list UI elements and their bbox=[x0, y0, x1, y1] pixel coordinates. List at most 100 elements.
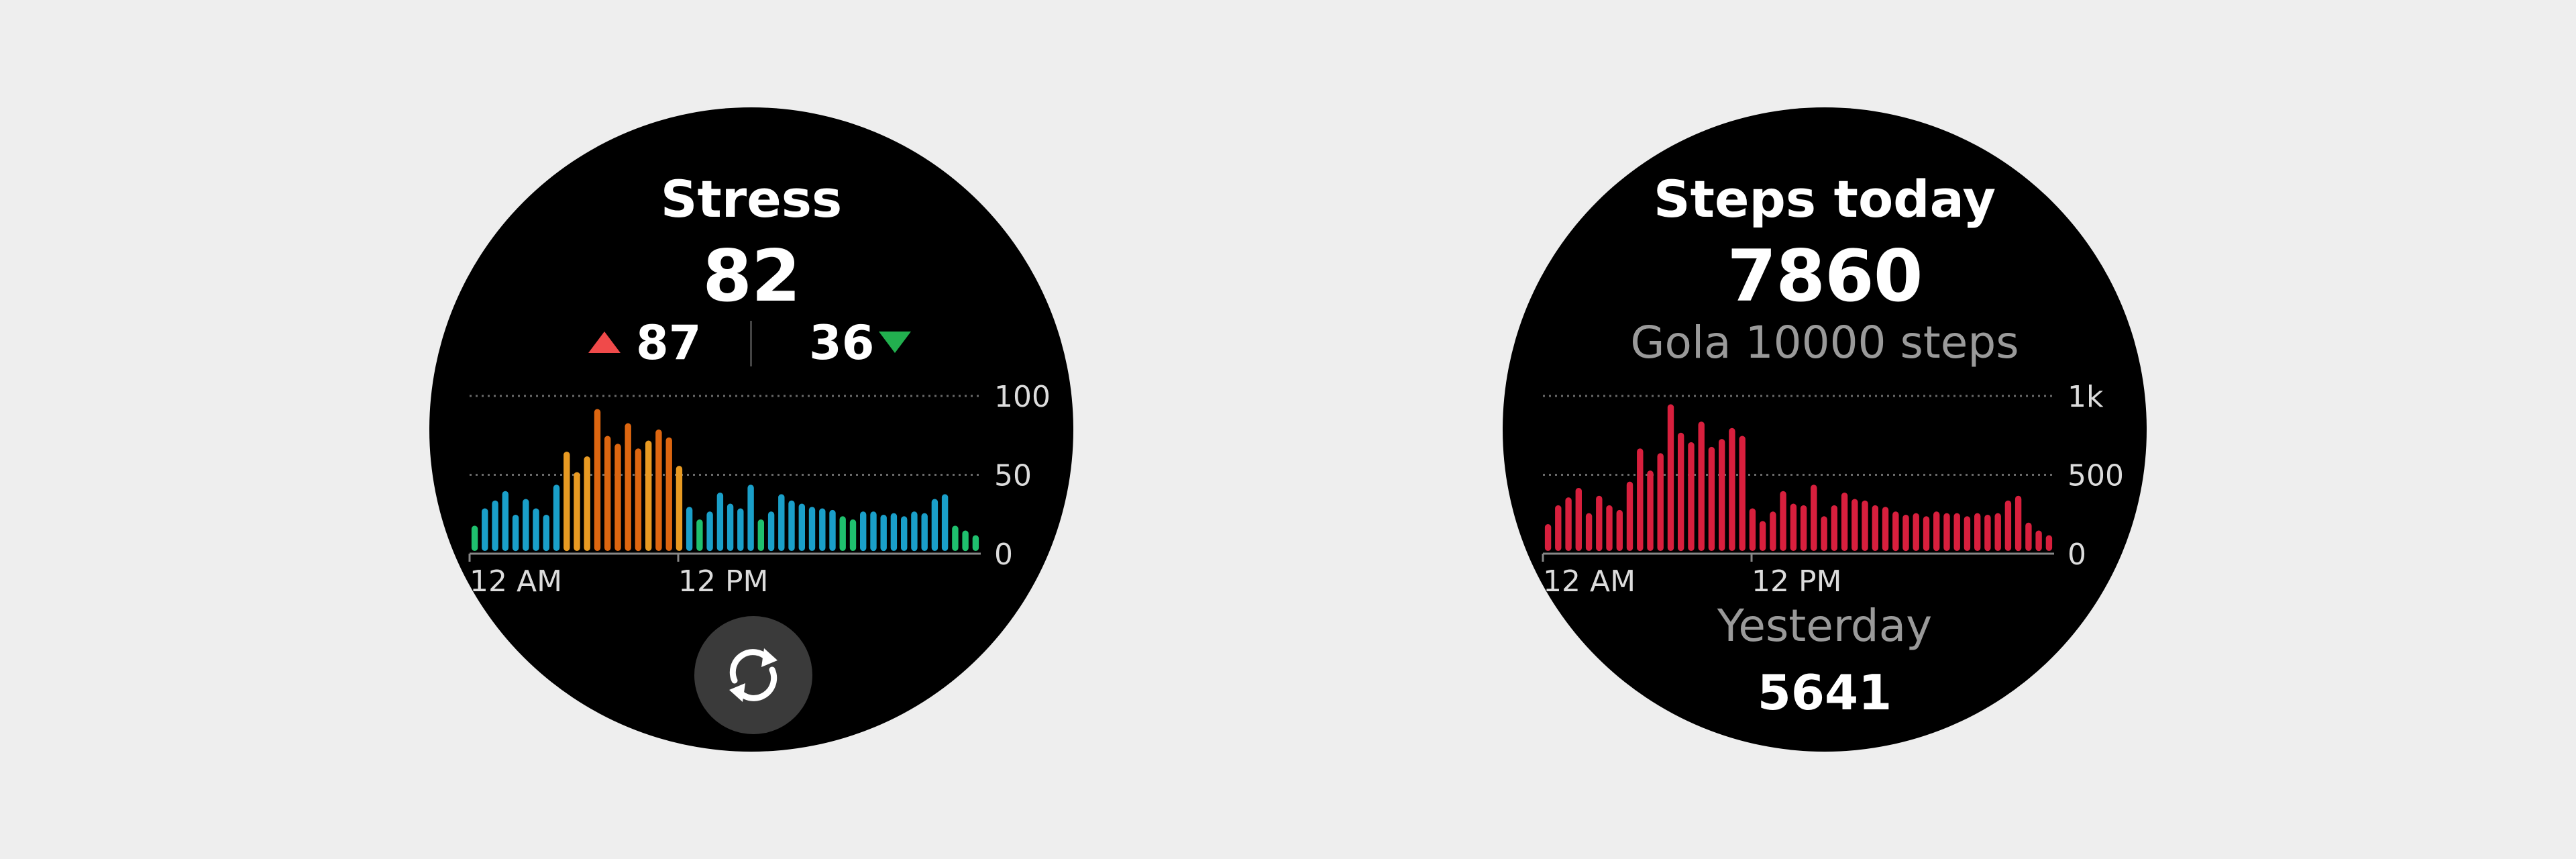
chart-bar bbox=[1933, 511, 1940, 552]
chart-bar bbox=[1790, 503, 1797, 551]
y-tick-label: 0 bbox=[994, 538, 1013, 572]
chart-bar bbox=[1575, 488, 1582, 551]
chart-bar bbox=[1872, 505, 1878, 551]
chart-bar bbox=[819, 508, 826, 551]
chart-bar bbox=[564, 452, 570, 552]
divider bbox=[750, 321, 752, 366]
chart-bar bbox=[2035, 530, 2042, 552]
chart-bar bbox=[911, 511, 918, 552]
chart-bar bbox=[1596, 495, 1603, 552]
chart-bar bbox=[972, 535, 979, 551]
chart-bar bbox=[839, 516, 846, 551]
stress-watch-face: Stress 82 87 36 100 50 0 12 AM 12 PM bbox=[429, 107, 1073, 752]
stress-max-value: 87 bbox=[636, 315, 702, 370]
triangle-up-icon bbox=[588, 332, 621, 353]
x-tick-label: 12 AM bbox=[470, 564, 562, 599]
chart-bar bbox=[1647, 470, 1654, 551]
chart-bar bbox=[604, 436, 611, 551]
chart-bar bbox=[1719, 439, 1725, 551]
chart-bar bbox=[471, 525, 478, 551]
chart-bar bbox=[1994, 513, 2001, 551]
chart-bar bbox=[1943, 513, 1950, 551]
chart-bar bbox=[553, 485, 560, 551]
chart-bar bbox=[1800, 505, 1807, 551]
chart-bar bbox=[594, 409, 601, 551]
yesterday-value: 5641 bbox=[1757, 664, 1892, 721]
chart-bar bbox=[635, 448, 642, 552]
refresh-button[interactable] bbox=[694, 616, 812, 734]
chart-bar bbox=[502, 491, 508, 551]
chart-bar bbox=[941, 494, 949, 551]
chart-bar bbox=[676, 466, 683, 551]
x-tick-label: 12 AM bbox=[1543, 564, 1635, 599]
chart-bar bbox=[870, 511, 877, 552]
chart-bar bbox=[1964, 516, 1971, 551]
triangle-down-icon bbox=[879, 332, 911, 353]
chart-bar bbox=[1555, 505, 1562, 551]
chart-bar bbox=[2025, 522, 2032, 551]
chart-bar bbox=[533, 508, 539, 551]
chart-bar bbox=[1913, 513, 1919, 551]
chart-bar bbox=[1606, 505, 1613, 551]
stress-min-value: 36 bbox=[809, 315, 875, 370]
chart-bar bbox=[1565, 497, 1572, 551]
chart-bar bbox=[1688, 442, 1695, 551]
chart-bar bbox=[890, 513, 898, 551]
chart-bar bbox=[757, 519, 764, 551]
steps-watch-face: Steps today 7860 Gola 10000 steps 1k 500 0… bbox=[1503, 107, 2147, 752]
stress-title: Stress bbox=[660, 169, 843, 229]
chart-bar bbox=[625, 423, 631, 551]
chart-bar bbox=[2004, 500, 2012, 551]
x-tick-label: 12 PM bbox=[1752, 564, 1841, 599]
chart-bar bbox=[655, 430, 662, 551]
chart-bar bbox=[716, 493, 724, 551]
chart-bar bbox=[1811, 485, 1817, 551]
chart-bar bbox=[1984, 515, 1991, 552]
chart-bar bbox=[808, 507, 816, 551]
chart-bar bbox=[1821, 516, 1827, 551]
chart-bar bbox=[574, 472, 580, 551]
chart-bar bbox=[1841, 493, 1848, 551]
chart-bar bbox=[880, 515, 887, 552]
chart-bar bbox=[1749, 508, 1756, 551]
chart-bar bbox=[1759, 521, 1766, 551]
chart-bar bbox=[788, 500, 795, 551]
chart-bar bbox=[645, 440, 652, 551]
y-tick-label: 50 bbox=[994, 459, 1032, 493]
chart-bar bbox=[1902, 515, 1909, 552]
chart-bar bbox=[492, 500, 498, 551]
chart-bar bbox=[1708, 446, 1715, 551]
chart-bar bbox=[1923, 516, 1930, 551]
chart-bar bbox=[1657, 453, 1664, 551]
chart-bar bbox=[1698, 421, 1705, 551]
chart-bar bbox=[584, 456, 590, 551]
chart-bar bbox=[512, 515, 519, 552]
x-tick-label: 12 PM bbox=[678, 564, 768, 599]
chart-bar bbox=[1729, 427, 1735, 551]
chart-bar bbox=[2015, 495, 2022, 552]
steps-goal: Gola 10000 steps bbox=[1630, 317, 2019, 368]
chart-bar bbox=[1974, 513, 1981, 551]
chart-bar bbox=[706, 511, 713, 552]
yesterday-label: Yesterday bbox=[1717, 600, 1933, 652]
chart-bar bbox=[727, 503, 734, 551]
chart-bar bbox=[921, 513, 928, 551]
chart-bar bbox=[952, 525, 959, 551]
y-tick-label: 100 bbox=[994, 380, 1051, 414]
chart-bar bbox=[778, 494, 785, 551]
y-tick-label: 0 bbox=[2068, 538, 2086, 572]
chart-bar bbox=[1862, 500, 1868, 551]
chart-bar bbox=[1851, 499, 1858, 551]
chart-bar bbox=[523, 499, 529, 551]
chart-bar bbox=[798, 503, 805, 551]
chart-bar bbox=[696, 519, 703, 551]
chart-bar bbox=[860, 511, 867, 552]
chart-bar bbox=[1739, 436, 1746, 551]
chart-bar bbox=[1616, 509, 1623, 551]
chart-bar bbox=[767, 511, 775, 552]
chart-bar bbox=[1626, 481, 1633, 551]
chart-bar bbox=[747, 485, 754, 551]
chart-bar bbox=[1637, 448, 1644, 552]
chart-bar bbox=[1780, 491, 1786, 551]
chart-bar bbox=[482, 508, 488, 551]
